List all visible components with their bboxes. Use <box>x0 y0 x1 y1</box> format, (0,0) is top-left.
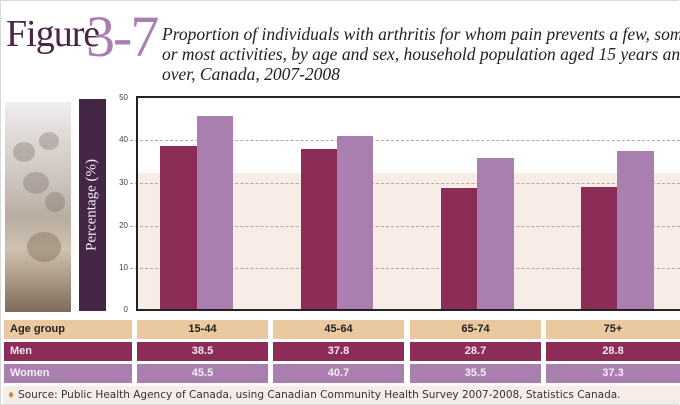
plot-area <box>130 98 680 311</box>
table-row-women: Women 45.5 40.7 35.5 37.3 <box>4 364 680 383</box>
bar-women-15-44 <box>197 116 233 309</box>
top-rule <box>136 96 680 98</box>
category-75plus: 75+ <box>546 320 680 339</box>
title-line-1: Proportion of individuals with arthritis… <box>162 24 680 44</box>
women-value-75plus: 37.3 <box>546 364 680 383</box>
category-65-74: 65-74 <box>410 320 541 339</box>
men-value-15-44: 38.5 <box>137 342 268 361</box>
figure-label: Figure <box>6 13 100 55</box>
category-45-64: 45-64 <box>273 320 404 339</box>
men-value-75plus: 28.8 <box>546 342 680 361</box>
y-axis <box>136 98 138 311</box>
diamond-bullet-icon: ♦ <box>7 391 16 401</box>
category-15-44: 15-44 <box>137 320 268 339</box>
men-value-65-74: 28.7 <box>410 342 541 361</box>
bar-women-45-64 <box>337 136 373 309</box>
chart-title: Proportion of individuals with arthritis… <box>162 24 680 84</box>
bar-women-75plus <box>617 151 654 309</box>
bar-men-75plus <box>581 187 617 309</box>
gridline-10 <box>130 268 680 269</box>
women-value-65-74: 35.5 <box>410 364 541 383</box>
bar-women-65-74 <box>477 158 514 309</box>
bar-men-15-44 <box>160 146 197 309</box>
gridline-40 <box>130 140 680 141</box>
source-note: ♦ Source: Public Health Agency of Canada,… <box>3 386 680 404</box>
men-label: Men <box>4 342 132 361</box>
y-tick-10: 10 <box>119 263 128 272</box>
y-tick-50: 50 <box>119 93 128 102</box>
title-line-2: or most activities, by age and sex, hous… <box>162 44 680 64</box>
bar-men-45-64 <box>301 149 337 309</box>
crowd-photo <box>5 102 71 312</box>
gridline-20 <box>130 226 680 227</box>
table-row-men: Men 38.5 37.8 28.7 28.8 <box>4 342 680 361</box>
age-group-label: Age group <box>4 320 132 339</box>
women-value-45-64: 40.7 <box>273 364 404 383</box>
y-tick-0: 0 <box>123 305 128 314</box>
gridline-30 <box>130 183 680 184</box>
table-header-row: Age group 15-44 45-64 65-74 75+ <box>4 320 680 339</box>
source-text: Source: Public Health Agency of Canada, … <box>18 389 621 401</box>
men-value-45-64: 37.8 <box>273 342 404 361</box>
figure-number: 3-7 <box>86 4 159 69</box>
title-line-3: over, Canada, 2007-2008 <box>162 64 340 84</box>
y-tick-40: 40 <box>119 135 128 144</box>
women-label: Women <box>4 364 132 383</box>
y-axis-label-box <box>79 99 106 311</box>
y-axis-label: Percentage (%) <box>83 158 100 252</box>
x-axis <box>136 309 680 311</box>
bar-men-65-74 <box>441 188 477 309</box>
y-tick-20: 20 <box>119 221 128 230</box>
women-value-15-44: 45.5 <box>137 364 268 383</box>
y-tick-30: 30 <box>119 178 128 187</box>
